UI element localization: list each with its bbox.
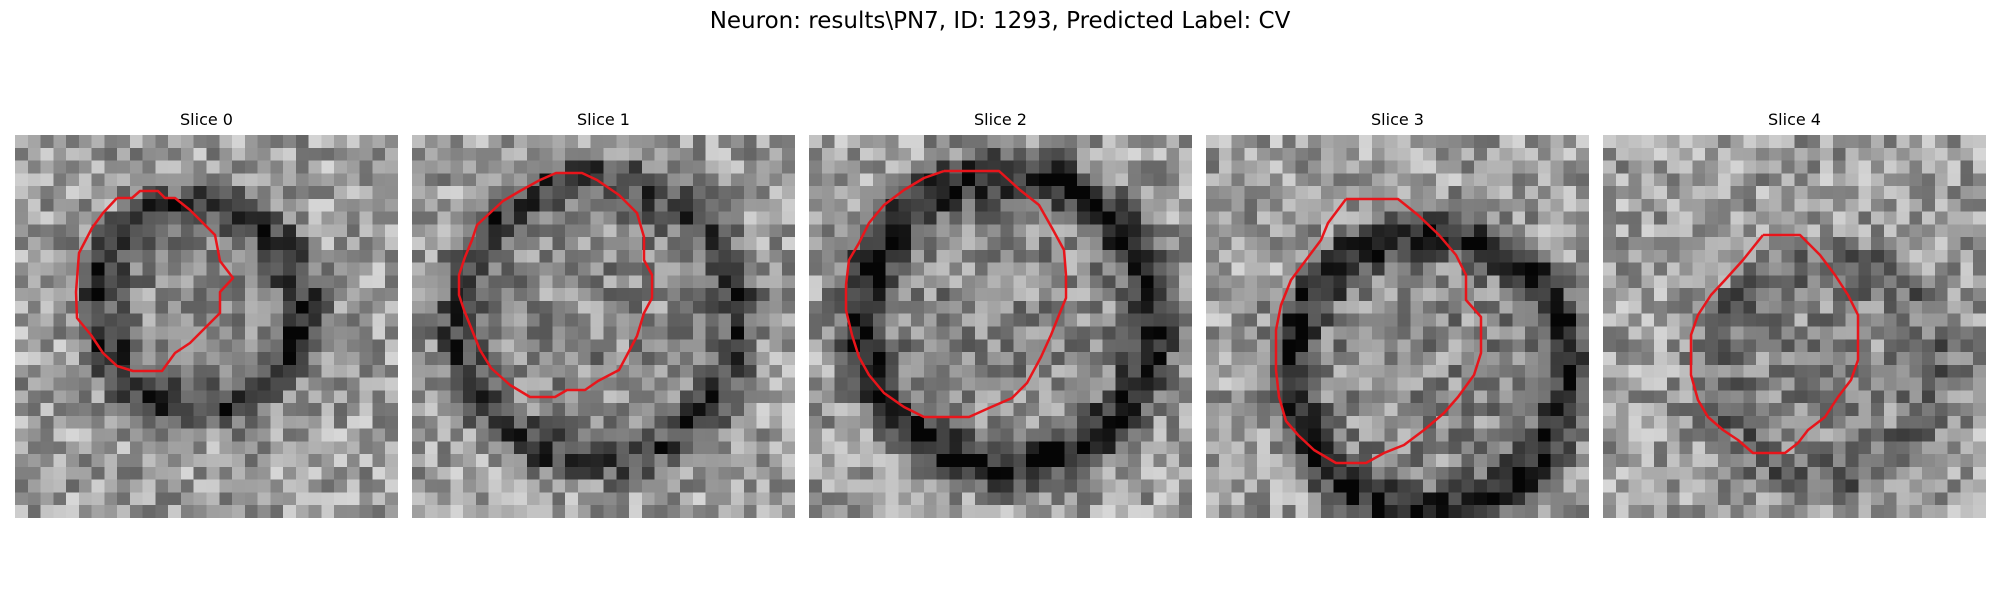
- contour-overlay-3: [1274, 197, 1483, 465]
- figure-title: Neuron: results\PN7, ID: 1293, Predicted…: [709, 8, 1291, 34]
- slice-panel-2: Slice 2: [809, 108, 1192, 518]
- slice-panel-1: Slice 1: [412, 108, 795, 518]
- grayscale-image-1: [412, 135, 795, 518]
- segmentation-contour-0: [74, 189, 235, 373]
- contour-overlay-0: [74, 189, 235, 373]
- slice-panel-3: Slice 3: [1206, 108, 1589, 518]
- slice-image-4: [1603, 135, 1986, 518]
- slice-title-2: Slice 2: [974, 110, 1027, 129]
- contour-overlay-1: [457, 171, 654, 399]
- grayscale-image-2: [809, 135, 1192, 518]
- slice-image-3: [1206, 135, 1589, 518]
- segmentation-contour-2: [844, 169, 1068, 419]
- slice-title-3: Slice 3: [1371, 110, 1424, 129]
- slice-image-1: [412, 135, 795, 518]
- slice-title-4: Slice 4: [1768, 110, 1821, 129]
- contour-overlay-4: [1689, 233, 1860, 455]
- slice-panel-4: Slice 4: [1603, 108, 1986, 518]
- slice-title-1: Slice 1: [577, 110, 630, 129]
- contour-overlay-2: [844, 169, 1068, 419]
- slice-image-0: [15, 135, 398, 518]
- slice-image-2: [809, 135, 1192, 518]
- segmentation-contour-3: [1274, 197, 1483, 465]
- segmentation-contour-4: [1689, 233, 1860, 455]
- slice-panel-0: Slice 0: [15, 108, 398, 518]
- grayscale-image-4: [1603, 135, 1986, 518]
- slice-title-0: Slice 0: [180, 110, 233, 129]
- segmentation-contour-1: [457, 171, 654, 399]
